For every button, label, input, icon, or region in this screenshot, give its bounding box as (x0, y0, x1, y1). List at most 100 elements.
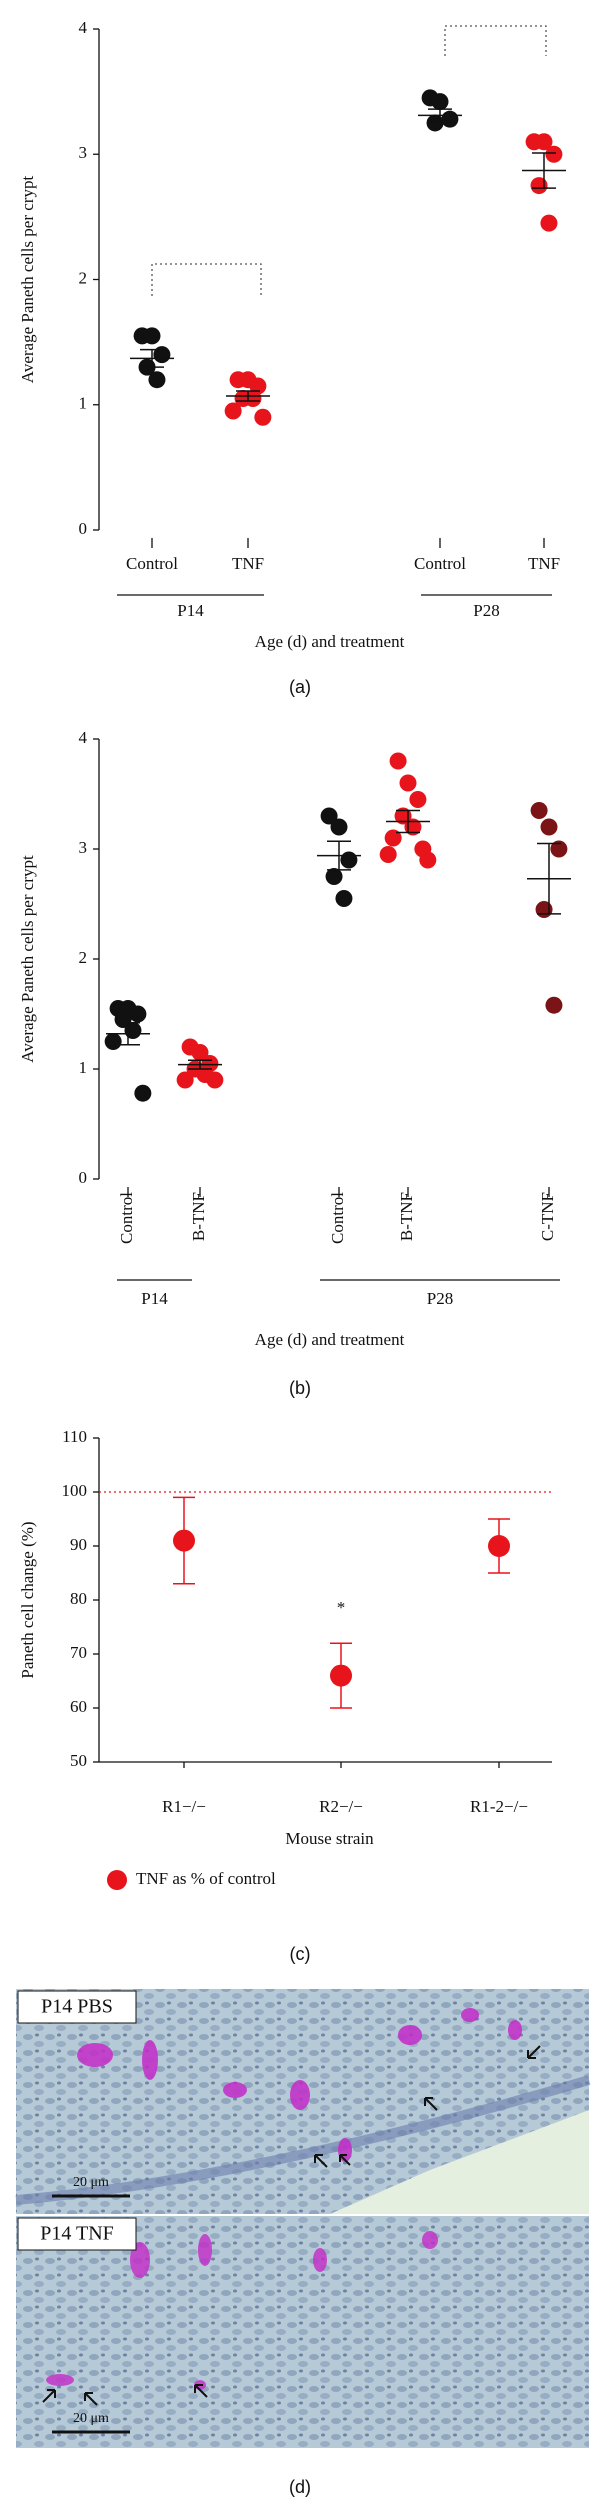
sem-bar (327, 840, 351, 871)
y-tick-label: 100 (62, 1481, 88, 1500)
scale-bar-label: 20 μm (73, 2411, 109, 2426)
legend-label: TNF as % of control (136, 1869, 276, 1888)
x-tick-label: R1-2−/− (470, 1797, 528, 1816)
dot (530, 802, 548, 819)
panel-label: (d) (289, 2477, 311, 2497)
sem-bar (537, 842, 561, 915)
y-tick-label: 1 (79, 1058, 88, 1077)
dot (254, 408, 272, 426)
dot (143, 327, 161, 345)
y-tick-label: 2 (79, 948, 88, 967)
dot (104, 1033, 122, 1050)
x-tick-label: Control (117, 1192, 136, 1244)
y-tick-label: 70 (70, 1643, 87, 1662)
x-tick-label: R1−/− (162, 1797, 206, 1816)
x-tick-label: B-TNF (189, 1192, 208, 1241)
dot (441, 110, 459, 128)
dot (173, 1529, 195, 1552)
x-axis-title: Age (d) and treatment (255, 632, 405, 651)
y-axis-title: Paneth cell change (%) (18, 1521, 37, 1678)
micrograph-label: P14 PBS (41, 1996, 113, 2018)
x-tick-label: C-TNF (538, 1192, 557, 1241)
y-axis-title: Average Paneth cells per crypt (18, 176, 37, 384)
dot (545, 996, 563, 1014)
dot (325, 868, 343, 885)
dot (545, 145, 563, 163)
dot (540, 214, 558, 232)
dot (426, 114, 444, 132)
x-tick-label: B-TNF (397, 1192, 416, 1241)
x-tick-label: Control (126, 554, 178, 573)
group-label: P28 (427, 1289, 453, 1308)
dot (330, 1664, 352, 1687)
dot (535, 133, 553, 151)
dot (384, 829, 402, 847)
y-tick-label: 50 (70, 1751, 87, 1770)
dot (535, 901, 553, 918)
dot (530, 177, 548, 195)
y-tick-label: 4 (79, 728, 88, 747)
dot (335, 890, 353, 907)
sem-bar (236, 390, 260, 402)
sem-bar (396, 809, 420, 834)
y-tick-label: 3 (79, 838, 88, 857)
dot (129, 1005, 147, 1023)
dot (153, 346, 171, 364)
sem-bar (116, 1022, 140, 1046)
dot (340, 851, 358, 869)
x-tick-label: Control (414, 554, 466, 573)
y-tick-label: 1 (79, 394, 88, 413)
dot (550, 840, 568, 858)
panel-label: (a) (289, 677, 311, 697)
y-axis-title: Average Paneth cells per crypt (18, 855, 37, 1063)
dot (244, 389, 262, 407)
panel-label: (c) (290, 1944, 311, 1964)
y-tick-label: 0 (79, 1168, 88, 1187)
y-tick-label: 4 (79, 18, 88, 37)
dot (389, 752, 407, 770)
dot (419, 851, 437, 869)
x-axis-title: Mouse strain (285, 1829, 374, 1848)
sem-bar (188, 1059, 212, 1070)
x-axis-title: Age (d) and treatment (255, 1330, 405, 1349)
y-tick-label: 0 (79, 519, 88, 538)
y-tick-label: 80 (70, 1589, 87, 1608)
dot (224, 402, 242, 420)
y-tick-label: 90 (70, 1535, 87, 1554)
x-tick-label: Control (328, 1192, 347, 1244)
sem-bar (140, 348, 164, 368)
dot (379, 846, 397, 863)
scale-bar-label: 20 μm (73, 2175, 109, 2190)
panel-label: (b) (289, 1378, 311, 1398)
x-tick-label: TNF (528, 554, 560, 573)
dot (431, 93, 449, 111)
dot (206, 1071, 224, 1089)
legend-marker (107, 1870, 127, 1890)
bracket (151, 25, 547, 296)
dot (540, 818, 558, 836)
sem-bar (428, 108, 452, 123)
dot (330, 818, 348, 836)
group-label: P28 (473, 601, 499, 620)
y-tick-label: 110 (62, 1427, 87, 1446)
micrograph (15, 1989, 591, 2448)
y-tick-label: 2 (79, 268, 88, 287)
micrograph-label: P14 TNF (40, 2223, 114, 2245)
dot (148, 371, 166, 389)
y-tick-label: 60 (70, 1697, 87, 1716)
dot (409, 791, 427, 808)
dot (134, 1084, 152, 1102)
group-label: P14 (177, 601, 204, 620)
dot (488, 1535, 510, 1557)
dot (191, 1044, 209, 1061)
dot (176, 1071, 194, 1089)
annotation: * (337, 1598, 346, 1617)
group-label: P14 (141, 1289, 168, 1308)
x-tick-label: TNF (232, 554, 264, 573)
x-tick-label: R2−/− (319, 1797, 363, 1816)
dot (124, 1022, 142, 1039)
dot (399, 774, 417, 792)
y-tick-label: 3 (79, 143, 88, 162)
